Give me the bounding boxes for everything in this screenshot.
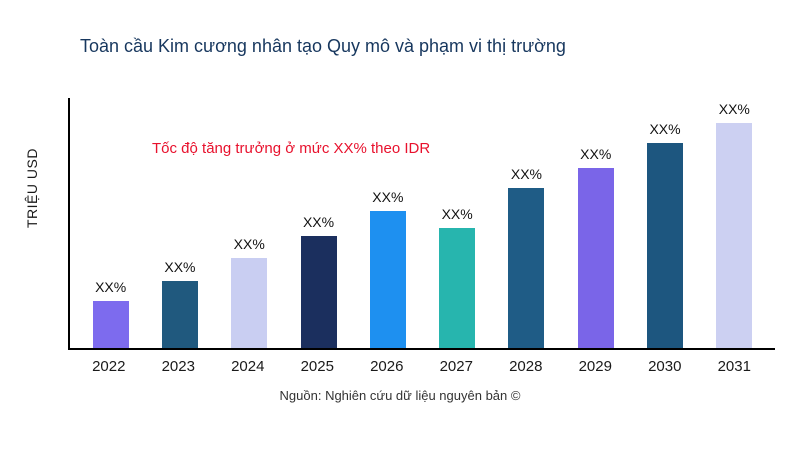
bar-2027 bbox=[439, 228, 476, 348]
bar-2028 bbox=[508, 188, 545, 348]
bar-2025 bbox=[300, 235, 337, 348]
bar-2031 bbox=[716, 123, 753, 348]
bar-2030 bbox=[647, 143, 684, 348]
x-tick-2022: 2022 bbox=[92, 358, 126, 375]
x-tick-2023: 2023 bbox=[161, 358, 195, 375]
bar-value-label-2022: XX% bbox=[95, 278, 127, 295]
bar-group-2028: XX% bbox=[494, 98, 558, 348]
bar-value-label-2023: XX% bbox=[164, 258, 196, 275]
x-tick-2025: 2025 bbox=[300, 358, 334, 375]
x-tick-2028: 2028 bbox=[509, 358, 543, 375]
y-axis-label: TRIỆU USD bbox=[24, 148, 40, 228]
bar-group-2031: XX% bbox=[702, 98, 766, 348]
bar-group-2024: XX% bbox=[217, 98, 281, 348]
x-axis-ticks: 2022 2023 2024 2025 2026 2027 2028 2029 2030 2031 bbox=[68, 358, 775, 375]
source-note: Nguồn: Nghiên cứu dữ liệu nguyên bản © bbox=[279, 388, 521, 403]
bar-value-label-2028: XX% bbox=[510, 166, 542, 182]
bar-group-2025: XX% bbox=[287, 98, 351, 348]
bar-2026 bbox=[369, 210, 406, 348]
x-tick-2031: 2031 bbox=[717, 358, 751, 375]
bar-group-2030: XX% bbox=[633, 98, 697, 348]
bar-value-label-2027: XX% bbox=[441, 206, 473, 222]
page-title: Toàn cầu Kim cương nhân tạo Quy mô và ph… bbox=[80, 36, 566, 56]
bars-row: XX% XX% XX% XX% XX% XX% XX% XX% XX% XX% bbox=[70, 98, 775, 348]
bar-group-2029: XX% bbox=[564, 98, 628, 348]
bar-group-2026: XX% bbox=[356, 98, 420, 348]
x-tick-2030: 2030 bbox=[648, 358, 682, 375]
bar-group-2023: XX% bbox=[148, 98, 212, 348]
x-tick-2026: 2026 bbox=[370, 358, 404, 375]
plot-area: Tốc độ tăng trưởng ở mức XX% theo IDR XX… bbox=[68, 98, 775, 350]
bar-value-label-2030: XX% bbox=[649, 121, 681, 137]
x-tick-2024: 2024 bbox=[231, 358, 265, 375]
bar-value-label-2024: XX% bbox=[233, 236, 265, 252]
bar-2024 bbox=[231, 258, 268, 348]
bar-value-label-2029: XX% bbox=[580, 146, 612, 162]
growth-annotation: Tốc độ tăng trưởng ở mức XX% theo IDR bbox=[152, 140, 431, 157]
x-tick-2029: 2029 bbox=[578, 358, 612, 375]
bar-2029 bbox=[577, 168, 614, 348]
bar-2022 bbox=[92, 300, 129, 348]
bar-2023 bbox=[161, 280, 198, 348]
x-tick-2027: 2027 bbox=[439, 358, 473, 375]
bar-group-2022: XX% bbox=[79, 98, 143, 348]
bar-value-label-2031: XX% bbox=[718, 101, 750, 117]
bar-value-label-2026: XX% bbox=[372, 188, 404, 205]
bar-value-label-2025: XX% bbox=[302, 213, 335, 230]
bar-group-2027: XX% bbox=[425, 98, 489, 348]
